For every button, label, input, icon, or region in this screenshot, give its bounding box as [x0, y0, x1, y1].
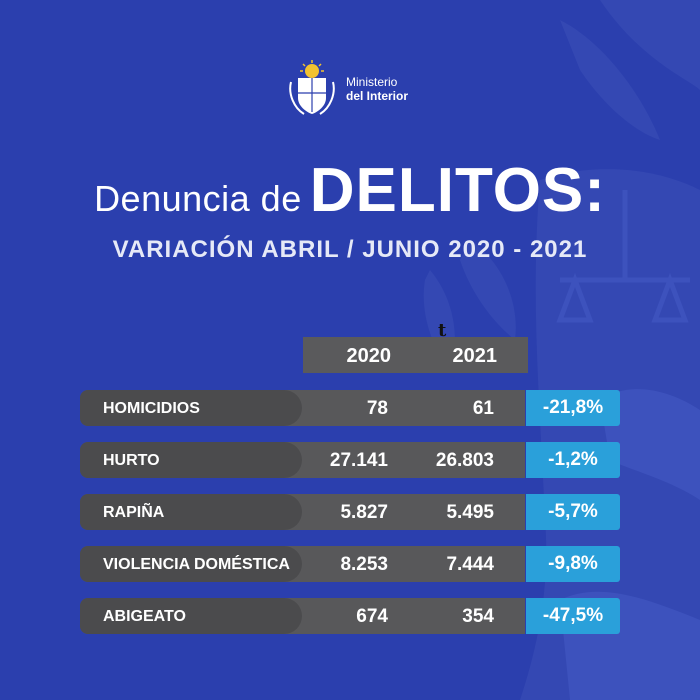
logo-ministry-name: del Interior: [346, 89, 409, 103]
stray-mark: t: [438, 320, 447, 341]
ministry-logo: Ministerio del Interior: [288, 60, 408, 118]
page-title: Denuncia de DELITOS:: [0, 155, 700, 226]
row-label: ABIGEATO: [103, 608, 186, 625]
table-row: HOMICIDIOS 78 61 -21,8%: [80, 390, 620, 426]
change-percent: -21,8%: [526, 390, 620, 426]
title-prefix: Denuncia de: [94, 178, 302, 219]
row-label-pill: [80, 494, 302, 530]
row-label: RAPIÑA: [103, 504, 165, 521]
change-percent: -1,2%: [526, 442, 620, 478]
value-2021: 7.444: [446, 554, 494, 575]
value-2021: 354: [462, 606, 494, 627]
year-header: 2020 2021: [303, 337, 528, 373]
row-label: VIOLENCIA DOMÉSTICA: [103, 556, 290, 573]
value-2021: 5.495: [446, 502, 494, 523]
page-subtitle: VARIACIÓN ABRIL / JUNIO 2020 - 2021: [112, 236, 588, 263]
title-main: DELITOS:: [309, 156, 606, 225]
coat-of-arms-icon: [289, 60, 335, 115]
year-2020-header: 2020: [346, 345, 392, 367]
row-label-pill: [80, 598, 302, 634]
change-percent: -47,5%: [526, 598, 620, 634]
year-2021-header: 2021: [452, 345, 498, 367]
logo-ministry-word: Ministerio: [346, 75, 398, 89]
value-2020: 674: [356, 606, 388, 627]
table-row: RAPIÑA 5.827 5.495 -5,7%: [80, 494, 620, 530]
row-label: HURTO: [103, 452, 160, 469]
value-2021: 61: [472, 398, 494, 419]
row-label-pill: [80, 390, 302, 426]
value-2020: 78: [366, 398, 388, 419]
table-row: HURTO 27.141 26.803 -1,2%: [80, 442, 620, 478]
change-percent: -5,7%: [526, 494, 620, 530]
value-2021: 26.803: [435, 450, 494, 471]
value-2020: 5.827: [340, 502, 388, 523]
row-label-pill: [80, 546, 302, 582]
row-label-pill: [80, 442, 302, 478]
value-2020: 27.141: [329, 450, 388, 471]
value-2020: 8.253: [340, 554, 388, 575]
table-row: VIOLENCIA DOMÉSTICA 8.253 7.444 -9,8%: [80, 546, 620, 582]
table-row: ABIGEATO 674 354 -47,5%: [80, 598, 620, 634]
row-label: HOMICIDIOS: [103, 400, 200, 417]
change-percent: -9,8%: [526, 546, 620, 582]
